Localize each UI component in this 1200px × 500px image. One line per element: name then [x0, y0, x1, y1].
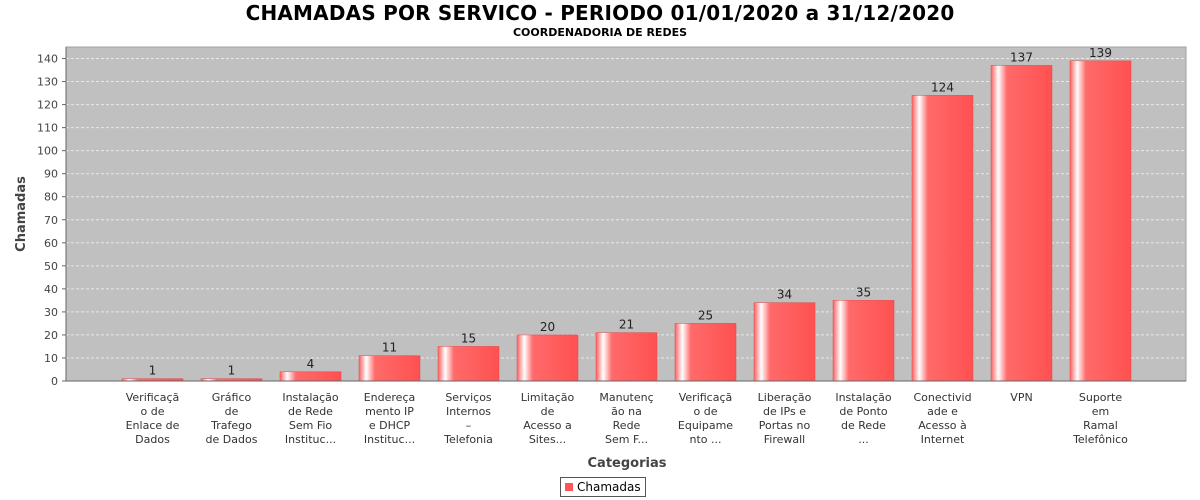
legend-label: Chamadas — [577, 480, 641, 494]
y-axis-label: Chamadas — [14, 176, 29, 252]
x-tick-label: Serviços Internos – Telefonia — [443, 391, 493, 446]
bar — [595, 332, 658, 382]
y-tick-label: 140 — [37, 53, 58, 66]
y-tick-label: 40 — [44, 283, 58, 296]
x-tick-label: Verificaçã o de Equipame nto ... — [678, 391, 733, 446]
bar — [279, 371, 342, 382]
x-axis: Verificaçã o de Enlace de Dados Gráfico de Tra… — [66, 380, 1186, 446]
x-tick-label: Instalação de Rede Sem Fio Instituc... — [282, 391, 339, 446]
x-tick-label: Verificaçã o de Enlace de Dados — [126, 391, 180, 446]
y-tick-label: 70 — [44, 214, 58, 227]
bar-data-label: 25 — [698, 308, 713, 322]
y-tick-label: 30 — [44, 306, 58, 319]
x-tick-label: Endereça mento IP e DHCP Instituc... — [364, 391, 416, 446]
y-tick-label: 90 — [44, 168, 58, 181]
x-tick-label: Suporte em Ramal Telefônico — [1072, 391, 1128, 446]
bar-data-label: 34 — [777, 288, 792, 302]
legend: Chamadas — [560, 477, 646, 497]
y-tick-label: 60 — [44, 237, 58, 250]
x-tick-label: Gráfico de Trafego de Dados — [206, 391, 258, 446]
bar-data-label: 1 — [149, 364, 157, 378]
x-tick-label: VPN — [1010, 391, 1032, 404]
bar-data-label: 20 — [540, 320, 555, 334]
x-tick-label: Manutenç ão na Rede Sem F... — [599, 391, 653, 446]
bar-data-label: 21 — [619, 318, 634, 332]
bar — [1069, 60, 1132, 382]
bar-data-label: 137 — [1010, 50, 1033, 64]
y-tick-label: 0 — [51, 375, 58, 388]
y-tick-label: 80 — [44, 191, 58, 204]
legend-swatch — [565, 483, 573, 491]
y-axis: 0 10 20 30 40 50 60 70 80 90 100 110 120 130 140 — [37, 47, 67, 388]
bar — [832, 300, 895, 382]
x-tick-label: Liberação de IPs e Portas no Firewall — [758, 391, 812, 446]
chart-title: CHAMADAS POR SERVICO - PERIODO 01/01/202… — [245, 1, 955, 25]
x-tick-label: Conectivid ade e Acesso à Internet — [913, 391, 971, 446]
y-tick-label: 120 — [37, 99, 58, 112]
chart-subtitle: COORDENADORIA DE REDES — [512, 26, 688, 39]
bar — [674, 323, 737, 382]
y-tick-label: 130 — [37, 76, 58, 89]
bar-data-label: 15 — [461, 331, 476, 345]
bar — [437, 346, 500, 382]
y-tick-label: 50 — [44, 260, 58, 273]
x-tick-label: Limitação de Acesso a Sites... — [521, 391, 575, 446]
x-tick-label: Instalação de Ponto de Rede... — [835, 391, 892, 446]
bar-data-label: 139 — [1089, 46, 1112, 60]
bar — [990, 65, 1053, 382]
y-tick-label: 10 — [44, 352, 58, 365]
bar-data-label: 4 — [307, 357, 315, 371]
bar-data-label: 1 — [228, 364, 236, 378]
bar — [911, 95, 974, 382]
bar-data-label: 35 — [856, 285, 871, 299]
bar — [516, 334, 579, 382]
bar — [753, 302, 816, 382]
y-tick-label: 100 — [37, 145, 58, 158]
x-axis-label: Categorias — [588, 456, 667, 471]
bar-data-label: 11 — [382, 341, 397, 355]
bar-data-label: 124 — [931, 80, 954, 94]
bar — [358, 355, 421, 382]
y-tick-label: 20 — [44, 329, 58, 342]
y-tick-label: 110 — [37, 122, 58, 135]
